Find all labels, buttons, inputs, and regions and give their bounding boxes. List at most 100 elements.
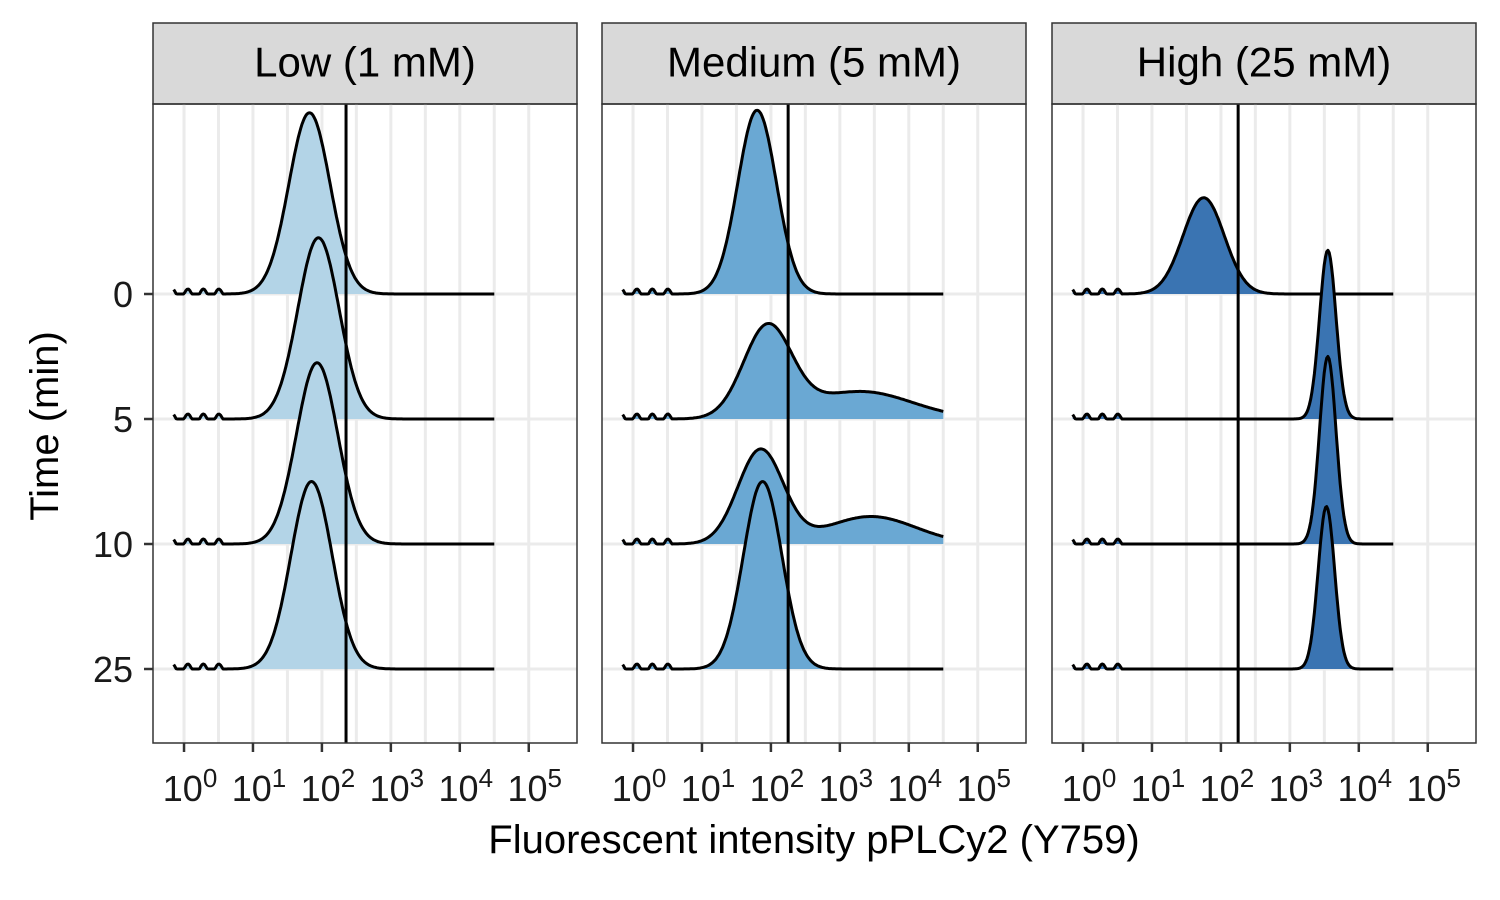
y-tick-label: 5 [113, 399, 133, 440]
x-tick-label: 105 [1406, 763, 1461, 809]
ridge-fill-10 [173, 362, 495, 544]
ridges [621, 108, 944, 671]
x-tick-base: 10 [681, 768, 721, 809]
ridge-fill-5 [173, 237, 495, 419]
facet-strip-label: Medium (5 mM) [667, 39, 961, 86]
ridge-fill-10 [622, 448, 944, 544]
x-tick-base: 10 [1062, 768, 1102, 809]
facet-strip [152, 22, 578, 105]
y-axis: 0 5 10 25 [93, 274, 153, 690]
x-tick-exponent: 1 [272, 763, 286, 793]
x-tick-base: 10 [1131, 768, 1171, 809]
x-tick-exponent: 2 [790, 763, 804, 793]
x-tick-exponent: 5 [548, 763, 562, 793]
x-tick-label: 101 [1131, 763, 1186, 809]
y-tick-label: 25 [93, 649, 133, 690]
facet-strip-label: High (25 mM) [1137, 39, 1391, 86]
x-tick-base: 10 [1269, 768, 1309, 809]
x-tick-base: 10 [163, 768, 203, 809]
x-tick-exponent: 3 [859, 763, 873, 793]
facet-panel: High (25 mM) [1051, 22, 1477, 744]
facet-strip [1051, 22, 1477, 105]
x-tick-label: 102 [1200, 763, 1255, 809]
x-tick-label: 103 [370, 763, 425, 809]
x-tick-label: 104 [888, 763, 943, 809]
x-tick-exponent: 1 [721, 763, 735, 793]
x-tick-exponent: 4 [1378, 763, 1392, 793]
x-tick-label: 100 [1062, 763, 1117, 809]
x-axis: 100 101 102 103 104 105 [1062, 743, 1461, 809]
facet-panel: Medium (5 mM) [601, 22, 1027, 744]
x-tick-base: 10 [612, 768, 652, 809]
x-tick-label: 100 [163, 763, 218, 809]
panel-border [601, 103, 1027, 744]
panel-border [152, 103, 578, 744]
x-tick-base: 10 [1338, 768, 1378, 809]
ridge-line-5 [621, 322, 944, 421]
x-tick-exponent: 3 [410, 763, 424, 793]
x-tick-base: 10 [370, 768, 410, 809]
x-tick-base: 10 [819, 768, 859, 809]
ridge-line-0 [172, 111, 495, 296]
x-axes: 100 101 102 103 104 105 100 101 102 103 104 105 100 1… [163, 743, 1461, 809]
ridges [1071, 196, 1394, 671]
ridge-line-5 [1071, 248, 1394, 421]
ridge-line-25 [1071, 505, 1394, 671]
x-tick-exponent: 0 [203, 763, 217, 793]
ridge-fill-10 [1072, 356, 1394, 544]
ridge-fill-0 [1072, 197, 1394, 294]
ridge-line-0 [1071, 196, 1394, 296]
ridge-fill-25 [173, 481, 495, 669]
x-tick-exponent: 0 [652, 763, 666, 793]
x-tick-exponent: 3 [1309, 763, 1323, 793]
ridge-fill-25 [622, 481, 944, 669]
facet-panels: Low (1 mM) Medium (5 mM) High (25 mM) [152, 22, 1477, 744]
x-tick-base: 10 [439, 768, 479, 809]
x-tick-exponent: 1 [1171, 763, 1185, 793]
x-tick-exponent: 2 [341, 763, 355, 793]
facet-strip [601, 22, 1027, 105]
x-tick-label: 103 [819, 763, 874, 809]
x-tick-base: 10 [956, 768, 996, 809]
x-tick-label: 104 [439, 763, 494, 809]
x-tick-exponent: 4 [479, 763, 493, 793]
x-tick-label: 105 [507, 763, 562, 809]
x-tick-base: 10 [507, 768, 547, 809]
y-axis-title: Time (min) [23, 331, 67, 521]
x-tick-base: 10 [232, 768, 272, 809]
panel-border [1051, 103, 1477, 744]
ridge-fill-0 [173, 112, 495, 294]
x-tick-label: 103 [1269, 763, 1324, 809]
x-tick-exponent: 5 [1447, 763, 1461, 793]
ridge-line-25 [621, 480, 944, 671]
ridge-line-0 [621, 108, 944, 296]
ridge-fill-0 [622, 110, 944, 294]
x-tick-label: 101 [232, 763, 287, 809]
facet-strip-label: Low (1 mM) [254, 39, 476, 86]
x-tick-label: 102 [750, 763, 805, 809]
x-tick-exponent: 4 [928, 763, 942, 793]
x-tick-base: 10 [1406, 768, 1446, 809]
x-tick-exponent: 2 [1240, 763, 1254, 793]
ridge-line-10 [172, 361, 495, 546]
x-axis: 100 101 102 103 104 105 [612, 743, 1011, 809]
x-tick-base: 10 [750, 768, 790, 809]
ridges [172, 111, 495, 671]
x-tick-label: 100 [612, 763, 667, 809]
ridge-fill-5 [622, 323, 944, 419]
x-tick-label: 104 [1338, 763, 1393, 809]
facet-panel: Low (1 mM) [152, 22, 578, 744]
ridge-line-5 [172, 236, 495, 421]
x-tick-label: 105 [956, 763, 1011, 809]
x-axis: 100 101 102 103 104 105 [163, 743, 562, 809]
ridge-fill-5 [1072, 250, 1394, 419]
y-tick-label: 0 [113, 274, 133, 315]
ridge-line-10 [1071, 355, 1394, 546]
x-tick-exponent: 5 [997, 763, 1011, 793]
x-tick-label: 102 [301, 763, 356, 809]
ridge-line-10 [621, 447, 944, 546]
ridge-line-25 [172, 480, 495, 671]
x-tick-base: 10 [888, 768, 928, 809]
x-tick-exponent: 0 [1102, 763, 1116, 793]
x-axis-title: Fluorescent intensity pPLCy2 (Y759) [488, 818, 1139, 862]
